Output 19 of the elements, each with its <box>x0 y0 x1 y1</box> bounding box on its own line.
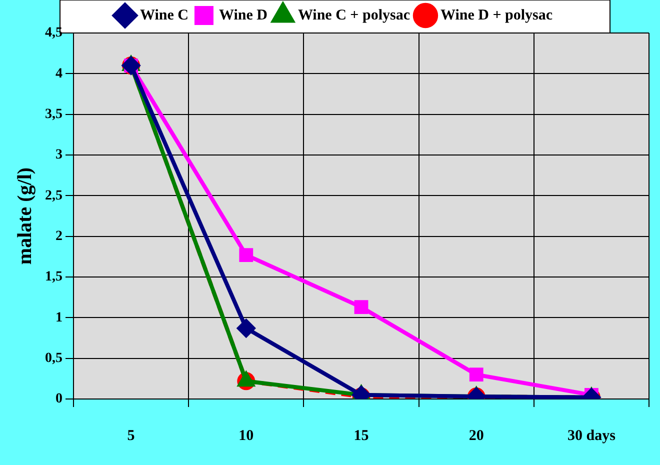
y-tick-label: 2,5 <box>45 188 62 204</box>
y-tick-label: 1 <box>56 310 62 326</box>
x-tick-label: 15 <box>354 428 369 444</box>
y-tick-label: 3,5 <box>45 106 62 122</box>
y-axis-title: malate (g/l) <box>14 167 36 265</box>
legend-label: Wine D <box>218 7 268 24</box>
x-tick-label: 20 <box>468 428 484 444</box>
y-tick-label: 2 <box>56 228 62 244</box>
x-tick-label: 10 <box>238 428 254 444</box>
x-tick-label: 30 days <box>567 428 616 444</box>
y-tick-label: 4 <box>56 66 62 82</box>
legend-label: Wine C <box>140 7 188 24</box>
y-tick-label: 0,5 <box>45 350 62 366</box>
y-tick-label: 3 <box>56 148 62 163</box>
legend-label: Wine C + polysac <box>298 7 410 24</box>
legend-label: Wine D + polysac <box>440 7 553 24</box>
y-tick-label: 0 <box>56 392 62 407</box>
y-tick-label: 1,5 <box>45 270 62 285</box>
x-tick-label: 5 <box>127 428 135 444</box>
